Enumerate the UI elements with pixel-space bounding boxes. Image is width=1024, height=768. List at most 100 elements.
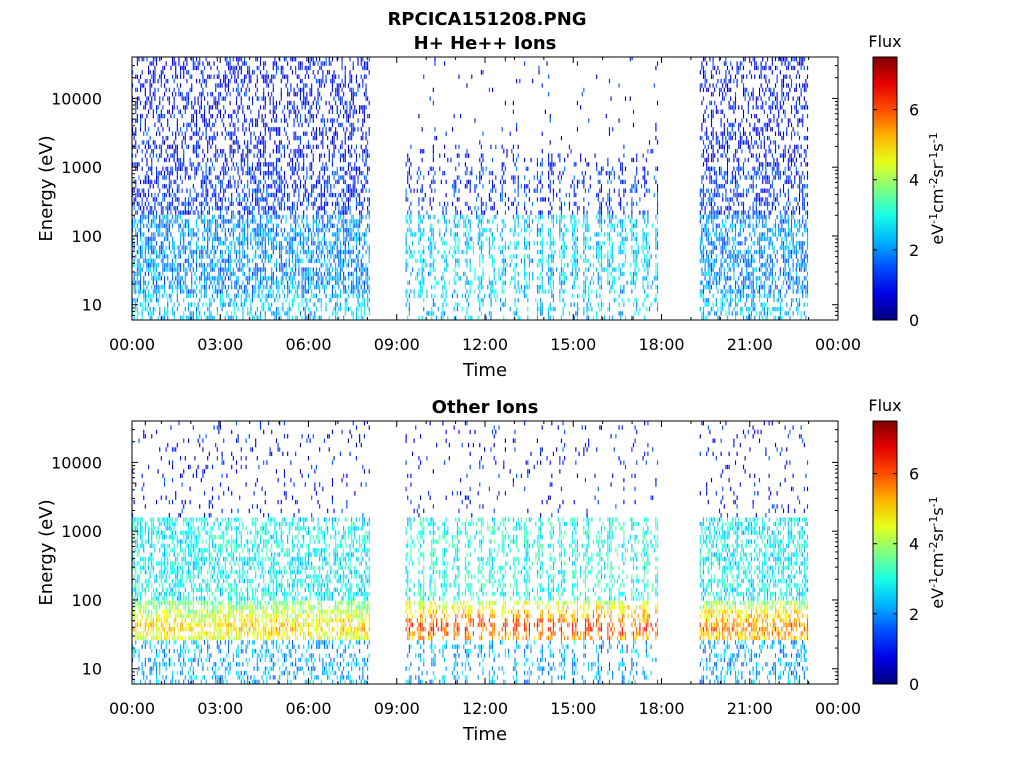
- flux-cell: [522, 214, 524, 220]
- flux-cell: [303, 153, 305, 158]
- flux-cell: [162, 258, 164, 264]
- flux-cell: [485, 227, 487, 233]
- flux-cell: [202, 70, 204, 75]
- flux-cell: [338, 149, 340, 154]
- flux-cell: [224, 315, 226, 320]
- flux-cell: [317, 298, 319, 303]
- flux-cell: [365, 157, 367, 163]
- flux-cell: [445, 219, 447, 224]
- flux-cell: [258, 289, 260, 294]
- flux-cell: [303, 192, 305, 198]
- flux-cell: [277, 197, 279, 202]
- flux-cell: [346, 249, 348, 255]
- flux-cell: [341, 87, 343, 93]
- flux-cell: [410, 144, 412, 150]
- flux-cell: [195, 276, 198, 281]
- flux-cell: [250, 311, 252, 316]
- flux-cell: [500, 179, 502, 185]
- flux-cell: [421, 184, 423, 189]
- flux-cell: [325, 267, 327, 272]
- flux-cell: [275, 100, 278, 106]
- flux-cell: [280, 254, 282, 259]
- flux-cell: [362, 78, 364, 84]
- flux-cell: [264, 236, 266, 242]
- flux-cell: [469, 206, 471, 211]
- flux-cell: [140, 100, 142, 106]
- flux-cell: [216, 227, 218, 233]
- flux-cell: [331, 162, 334, 167]
- flux-cell: [288, 100, 290, 106]
- flux-cell: [339, 241, 342, 246]
- flux-cell: [290, 57, 292, 62]
- flux-cell: [288, 232, 290, 237]
- flux-cell: [251, 166, 254, 171]
- flux-cell: [173, 249, 175, 255]
- flux-cell: [216, 175, 218, 180]
- flux-cell: [272, 127, 274, 132]
- flux-cell: [155, 57, 158, 62]
- flux-cell: [299, 65, 302, 71]
- flux-cell: [511, 276, 513, 281]
- flux-cell: [231, 166, 233, 171]
- flux-cell: [144, 293, 146, 299]
- flux-cell: [205, 162, 207, 167]
- flux-cell: [178, 249, 180, 255]
- flux-cell: [453, 214, 455, 220]
- flux-cell: [255, 289, 257, 294]
- flux-cell: [243, 249, 246, 255]
- flux-cell: [157, 315, 159, 320]
- flux-cell: [304, 65, 306, 71]
- flux-cell: [293, 232, 295, 237]
- flux-cell: [536, 249, 538, 255]
- flux-cell: [283, 149, 286, 154]
- flux-cell: [183, 241, 185, 246]
- flux-cell: [488, 236, 490, 242]
- flux-cell: [335, 206, 337, 211]
- flux-cell: [315, 184, 318, 189]
- flux-cell: [306, 65, 308, 71]
- flux-cell: [283, 175, 286, 180]
- flux-cell: [306, 188, 308, 193]
- flux-cell: [325, 263, 327, 268]
- flux-cell: [536, 157, 538, 163]
- flux-cell: [355, 153, 357, 158]
- flux-cell: [258, 245, 260, 250]
- flux-cell: [330, 105, 332, 110]
- flux-cell: [327, 245, 329, 250]
- flux-cell: [445, 293, 447, 299]
- flux-cell: [445, 302, 447, 307]
- flux-cell: [271, 254, 273, 259]
- flux-cell: [362, 149, 364, 154]
- flux-cell: [514, 284, 516, 290]
- flux-cell: [482, 157, 484, 163]
- flux-cell: [248, 210, 250, 215]
- flux-cell: [549, 166, 551, 171]
- flux-cell: [320, 302, 322, 307]
- flux-cell: [335, 306, 337, 312]
- flux-cell: [328, 276, 330, 281]
- flux-cell: [171, 170, 174, 176]
- flux-cell: [167, 153, 169, 158]
- flux-cell: [427, 170, 430, 176]
- flux-cell: [138, 192, 140, 198]
- flux-cell: [290, 271, 292, 277]
- flux-cell: [184, 258, 186, 264]
- flux-cell: [341, 122, 343, 128]
- flux-cell: [152, 109, 154, 114]
- flux-cell: [178, 271, 180, 277]
- flux-cell: [365, 179, 367, 185]
- flux-cell: [355, 284, 357, 290]
- flux-cell: [311, 105, 313, 110]
- flux-cell: [323, 61, 326, 66]
- flux-cell: [354, 127, 356, 132]
- flux-cell: [170, 65, 172, 71]
- flux-cell: [426, 210, 428, 215]
- flux-cell: [181, 162, 183, 167]
- flux-cell: [285, 276, 287, 281]
- flux-cell: [315, 267, 318, 272]
- flux-cell: [155, 175, 158, 180]
- flux-cell: [251, 214, 254, 220]
- flux-cell: [285, 245, 287, 250]
- flux-cell: [179, 267, 182, 272]
- flux-cell: [493, 236, 495, 242]
